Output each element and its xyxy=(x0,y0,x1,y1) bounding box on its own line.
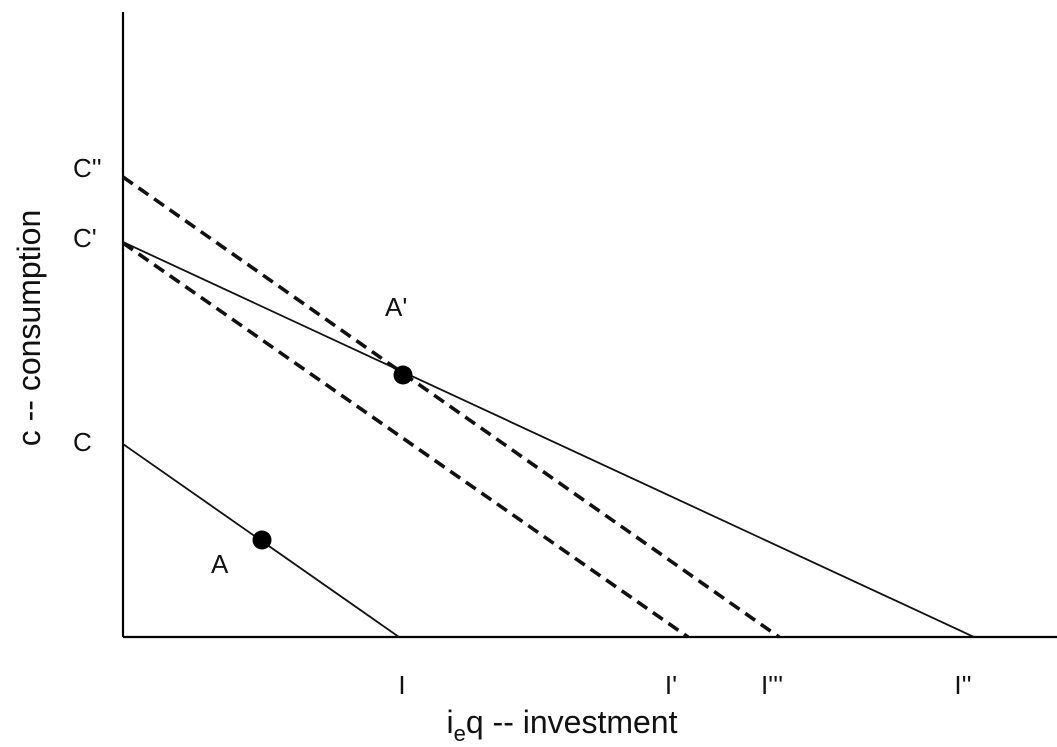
point-a-prime-label: A' xyxy=(385,292,407,322)
dashed-line-c-double-prime-to-i-triple-prime xyxy=(121,175,781,639)
dashed-line-c-prime-to-i-prime xyxy=(121,241,690,639)
x-axis-title-rest: q -- investment xyxy=(466,704,678,740)
y-label-c-double-prime: C'' xyxy=(73,153,102,183)
line-c-prime-to-i-double-prime xyxy=(122,241,975,638)
x-label-i-triple-prime: I''' xyxy=(761,670,783,700)
point-a-marker xyxy=(252,530,272,550)
y-label-c-prime: C' xyxy=(73,223,97,253)
x-label-i-double-prime: I'' xyxy=(954,670,971,700)
x-label-i: I xyxy=(398,670,405,700)
y-axis-title: c -- consumption xyxy=(11,210,47,447)
x-label-i-prime: I' xyxy=(665,670,677,700)
x-axis-title-subscript: e xyxy=(454,721,466,746)
x-axis-title: ieq -- investment xyxy=(447,704,678,746)
point-a-label: A xyxy=(211,549,229,579)
x-axis-title-i: i xyxy=(447,704,454,740)
point-a-prime-marker xyxy=(393,365,413,385)
y-label-c: C xyxy=(73,427,92,457)
